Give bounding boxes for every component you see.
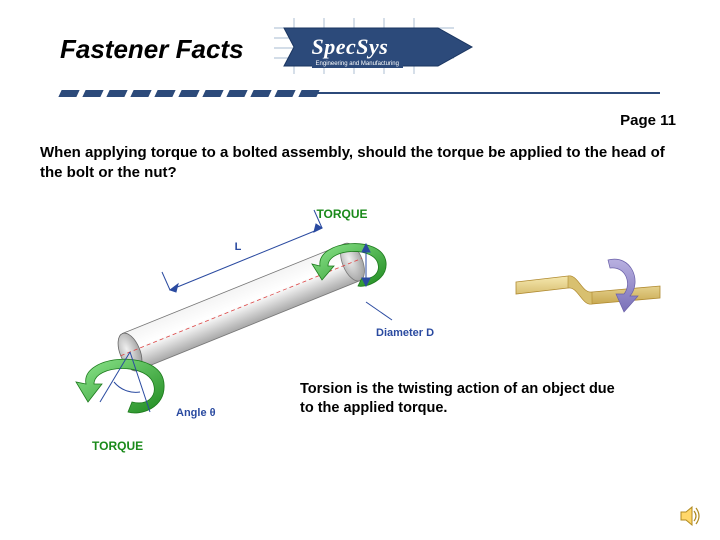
diagram-caption: Torsion is the twisting action of an obj… bbox=[300, 380, 630, 419]
label-torque-top: TORQUE bbox=[316, 207, 367, 221]
question-text: When applying torque to a bolted assembl… bbox=[0, 129, 720, 184]
page-title: Fastener Facts bbox=[60, 34, 244, 65]
company-logo: SpecSys Engineering and Manufacturing bbox=[274, 18, 484, 80]
label-diameter: Diameter D bbox=[376, 327, 434, 339]
label-length: L bbox=[235, 241, 242, 253]
divider-dashes bbox=[60, 90, 318, 97]
logo-text: SpecSys bbox=[312, 34, 389, 60]
speaker-icon[interactable] bbox=[680, 506, 702, 526]
diagram-area: TORQUE TORQUE L Diameter D An bbox=[0, 202, 720, 482]
page-header: Fastener Facts SpecSys Engineering and M… bbox=[0, 0, 720, 84]
header-divider bbox=[60, 88, 660, 98]
torque-rod-diagram: TORQUE TORQUE L Diameter D An bbox=[60, 202, 450, 462]
twisted-bar-diagram bbox=[510, 242, 670, 332]
logo-subtext: Engineering and Manufacturing bbox=[312, 60, 403, 68]
divider-line bbox=[314, 92, 660, 94]
label-angle: Angle θ bbox=[176, 407, 216, 419]
page-number: Page 11 bbox=[0, 98, 720, 129]
label-torque-bottom: TORQUE bbox=[92, 439, 143, 453]
